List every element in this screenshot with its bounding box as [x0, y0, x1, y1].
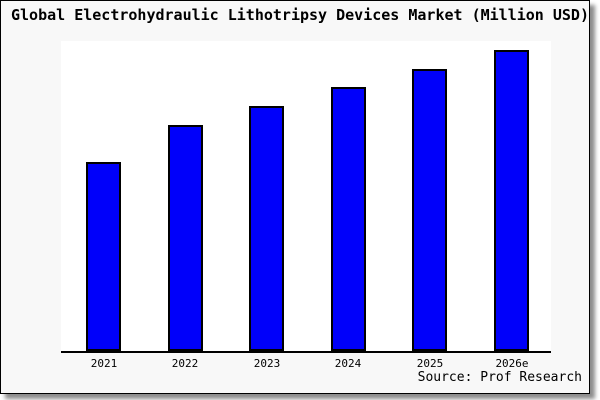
x-tick-label-2025: 2025 — [416, 357, 444, 370]
bar-2023 — [249, 106, 284, 351]
x-tick-label-2024: 2024 — [334, 357, 362, 370]
source-caption: Source: Prof Research — [417, 370, 582, 385]
x-tick-label-2026e: 2026e — [495, 357, 529, 370]
plot-area — [61, 41, 551, 353]
bar-2022 — [168, 125, 203, 351]
chart-title: Global Electrohydraulic Lithotripsy Devi… — [11, 6, 589, 24]
x-tick-label-2023: 2023 — [253, 357, 281, 370]
bar-2025 — [412, 69, 447, 351]
chart-frame: Global Electrohydraulic Lithotripsy Devi… — [0, 0, 590, 394]
bar-2026e — [494, 50, 529, 351]
bar-2024 — [331, 87, 366, 351]
x-tick-label-2021: 2021 — [90, 357, 118, 370]
bar-2021 — [86, 162, 121, 351]
x-tick-label-2022: 2022 — [171, 357, 199, 370]
